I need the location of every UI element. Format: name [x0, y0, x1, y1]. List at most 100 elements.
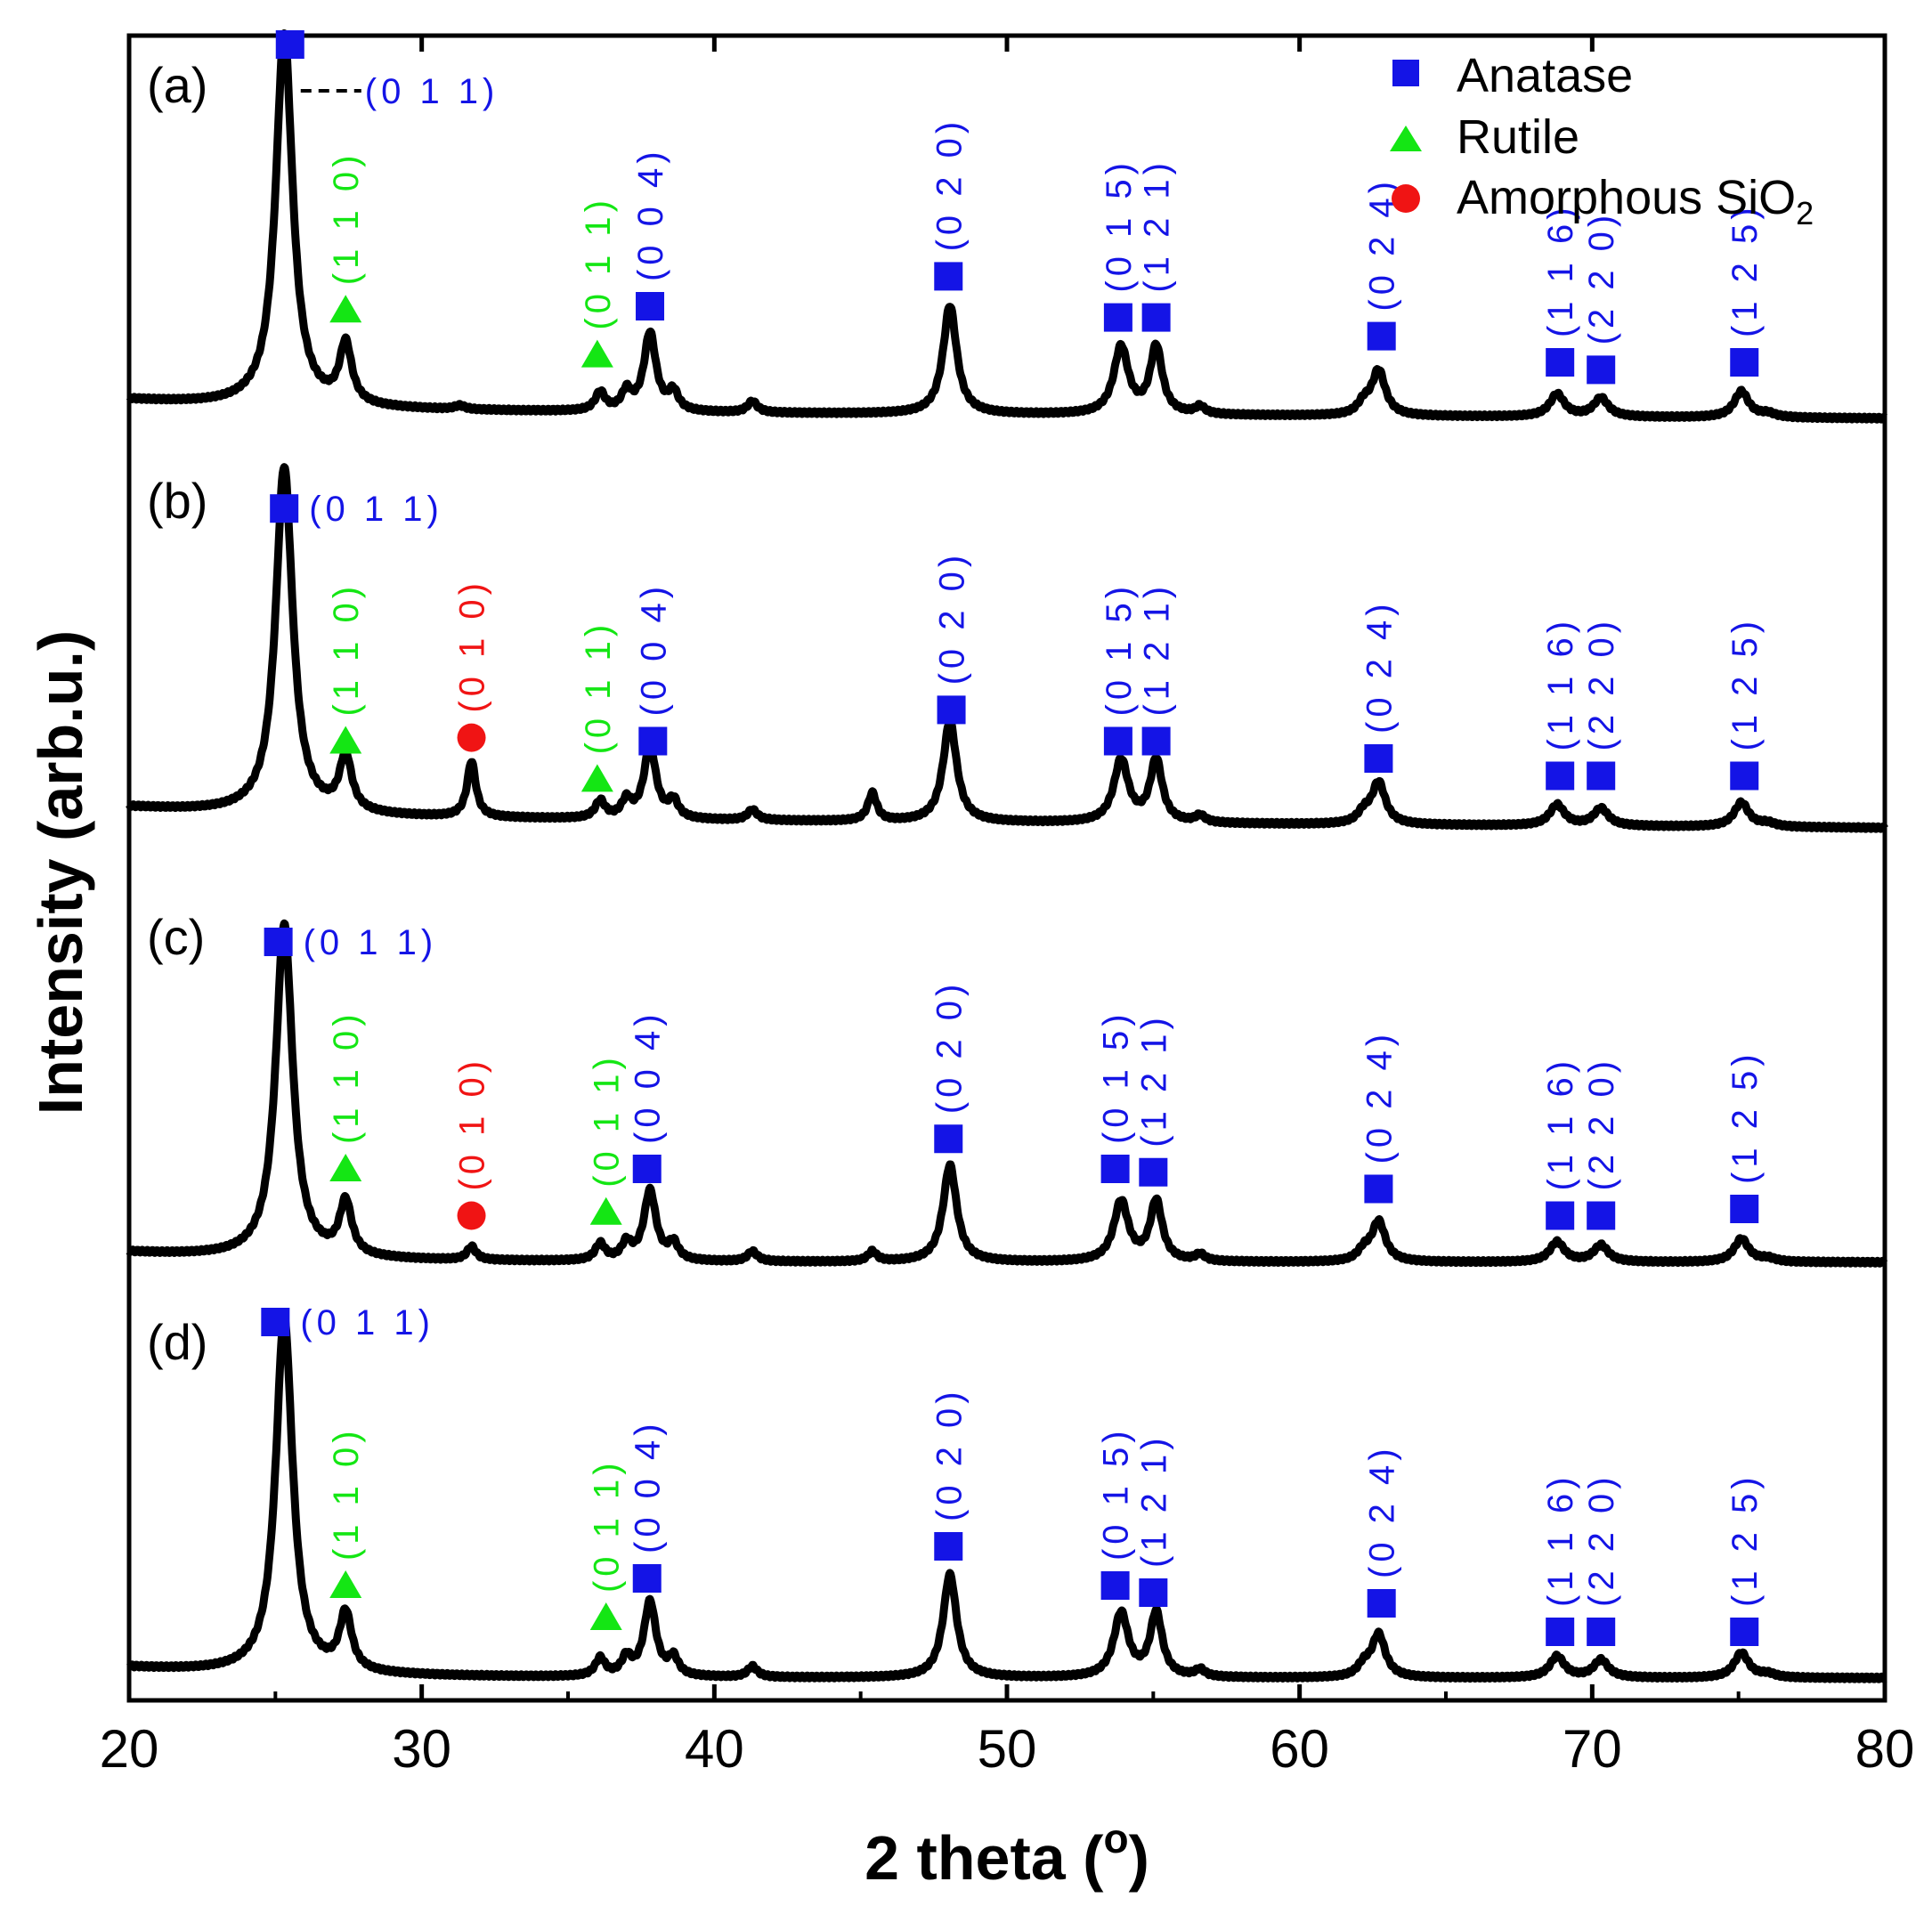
panel-b-peak-8-label: (0 2 4) — [1360, 599, 1399, 734]
panel-a-peak-10-anatase-square-icon — [1730, 348, 1759, 377]
panel-b-peak-3-label: (0 1 1) — [579, 620, 618, 755]
panel-d-peak-7-label: (0 2 4) — [1363, 1444, 1402, 1578]
x-tick-label-40: 40 — [685, 1719, 744, 1779]
panel-b-peak-7-anatase-square-icon — [1141, 726, 1171, 756]
panel-a-peak-1-label: (1 1 0) — [327, 151, 366, 286]
panel-c-peak-9-label: (1 1 6) — [1541, 1057, 1580, 1191]
panel-a-peak-0-label: (0 1 1) — [365, 72, 499, 111]
panel-a-peak-2-label: (0 1 1) — [579, 196, 618, 330]
panel-c-peak-0-anatase-square-icon — [264, 928, 293, 956]
panel-label-b: (b) — [147, 473, 207, 529]
panel-c-peak-3-rutile-triangle-icon — [589, 1196, 622, 1225]
xrd-pattern-a — [126, 29, 1888, 424]
panel-a-peak-2-rutile-triangle-icon — [580, 339, 613, 368]
panel-a-peak-1-rutile-triangle-icon — [329, 295, 362, 323]
panel-b-peak-1-rutile-triangle-icon — [329, 726, 362, 754]
panel-a-peak-0-anatase-square-icon — [275, 30, 304, 59]
panel-d-peak-9-label: (2 2 0) — [1582, 1472, 1621, 1607]
panel-c-peak-8-label: (0 2 4) — [1360, 1030, 1399, 1164]
panel-c-peak-11-anatase-square-icon — [1730, 1195, 1759, 1223]
panel-a-peak-6-anatase-square-icon — [1141, 303, 1171, 332]
panel-b-peak-6-label: (0 1 5) — [1100, 582, 1139, 717]
panel-b-peak-0-anatase-square-icon — [270, 494, 299, 523]
panel-a-peak-9-anatase-square-icon — [1587, 355, 1616, 385]
x-axis-title-main: 2 theta ( — [865, 1823, 1104, 1893]
panel-d-peak-9-anatase-square-icon — [1587, 1618, 1616, 1646]
panel-b-peak-4-label: (0 0 4) — [634, 582, 673, 717]
panel-d-peak-4-label: (0 2 0) — [929, 1387, 969, 1521]
y-axis-title: Intensity (arb.u.) — [26, 630, 95, 1115]
panel-a-peak-9-label: (2 2 0) — [1582, 211, 1621, 345]
panel-c-peak-4-label: (0 0 4) — [629, 1010, 668, 1144]
panel-d-peak-2-label: (0 1 1) — [588, 1458, 627, 1593]
panel-c-peak-8-anatase-square-icon — [1364, 1174, 1393, 1204]
panel-d-peak-0-anatase-square-icon — [261, 1308, 290, 1336]
x-axis: 20 30 40 50 60 70 80 — [100, 36, 1914, 1779]
panel-d-peak-1-rutile-triangle-icon — [329, 1570, 362, 1598]
panel-b-peak-2-label: (0 1 0) — [453, 579, 492, 713]
legend: Anatase Rutile Amorphous SiO2 — [1390, 49, 1814, 231]
panel-c-peak-1-label: (1 1 0) — [327, 1010, 366, 1144]
xrd-pattern-c — [126, 919, 1888, 1268]
panel-d-peak-8-label: (1 1 6) — [1541, 1472, 1580, 1607]
panel-b-peak-6-anatase-square-icon — [1103, 726, 1132, 756]
panel-a-peak-4-anatase-square-icon — [934, 262, 963, 291]
legend-sio2-label: Amorphous SiO2 — [1457, 171, 1814, 231]
x-tick-label-30: 30 — [392, 1719, 451, 1779]
panel-a-peak-7-anatase-square-icon — [1367, 321, 1396, 351]
panel-c-peak-4-anatase-square-icon — [632, 1155, 662, 1183]
panel-d-peak-6-label: (1 2 1) — [1134, 1433, 1173, 1568]
x-tick-label-20: 20 — [100, 1719, 159, 1779]
panel-d-peak-10-anatase-square-icon — [1730, 1618, 1759, 1646]
panel-a-peak-8-anatase-square-icon — [1546, 348, 1575, 377]
panel-d-peak-3-label: (0 0 4) — [629, 1419, 668, 1553]
plot-frame — [126, 33, 1887, 1703]
panel-c-peak-7-label: (1 2 1) — [1134, 1013, 1173, 1148]
panel-b-peak-2-sio2-circle-icon — [457, 723, 486, 752]
panel-b-peak-9-anatase-square-icon — [1546, 761, 1575, 791]
panel-c-peak-1-rutile-triangle-icon — [329, 1154, 362, 1181]
panel-d-peak-7-anatase-square-icon — [1367, 1589, 1396, 1618]
panel-c-peak-7-anatase-square-icon — [1139, 1157, 1168, 1187]
x-tick-label-70: 70 — [1563, 1719, 1622, 1779]
panel-b-peak-4-anatase-square-icon — [638, 726, 668, 756]
panel-b-peak-5-anatase-square-icon — [937, 695, 966, 725]
panel-c-peak-2-label: (0 1 0) — [453, 1057, 492, 1191]
legend-sio2-circle-icon — [1392, 184, 1420, 213]
panel-c-peak-2-sio2-circle-icon — [457, 1201, 486, 1230]
legend-rutile-triangle-icon — [1390, 126, 1422, 151]
panel-c-peak-11-label: (1 2 5) — [1725, 1050, 1765, 1184]
panel-a-peak-10-label: (1 2 5) — [1725, 203, 1765, 337]
legend-sio2-subscript: 2 — [1796, 195, 1814, 231]
panel-d-peak-8-anatase-square-icon — [1546, 1618, 1575, 1646]
panel-a-peak-3-anatase-square-icon — [636, 292, 665, 320]
legend-sio2-main: Amorphous SiO — [1457, 171, 1796, 224]
panel-b-peak-11-anatase-square-icon — [1730, 761, 1759, 791]
panel-b-peak-10-label: (2 2 0) — [1582, 617, 1621, 751]
panel-d-peak-10-label: (1 2 5) — [1725, 1472, 1765, 1607]
panel-b-peak-0-label: (0 1 1) — [309, 490, 443, 529]
panel-a-peak-6-label: (1 2 1) — [1138, 158, 1177, 293]
panel-a-peak-5-label: (0 1 5) — [1100, 158, 1139, 293]
x-tick-label-60: 60 — [1270, 1719, 1329, 1779]
xrd-pattern-b — [126, 463, 1888, 833]
panel-label-a: (a) — [147, 57, 207, 113]
panel-c-peak-6-label: (0 1 5) — [1097, 1010, 1136, 1144]
x-axis-title: 2 theta (o) — [865, 1815, 1149, 1893]
panel-b-peak-8-anatase-square-icon — [1364, 744, 1393, 773]
panel-c-peak-6-anatase-square-icon — [1100, 1155, 1130, 1183]
legend-rutile-label: Rutile — [1457, 110, 1579, 164]
panel-c-peak-10-label: (2 2 0) — [1582, 1057, 1621, 1191]
xrd-pattern-d — [126, 1311, 1888, 1683]
panel-a-peak-8-label: (1 1 6) — [1541, 203, 1580, 337]
panel-d-peak-5-anatase-square-icon — [1100, 1571, 1130, 1600]
panel-c-peak-5-anatase-square-icon — [934, 1124, 963, 1154]
legend-anatase-label: Anatase — [1457, 49, 1633, 102]
panel-d-peak-1-label: (1 1 0) — [327, 1426, 366, 1561]
panel-b-peak-7-label: (1 2 1) — [1138, 582, 1177, 717]
panel-b-peak-3-rutile-triangle-icon — [580, 764, 613, 792]
panel-d-peak-4-anatase-square-icon — [934, 1532, 963, 1561]
legend-anatase-square-icon — [1392, 60, 1419, 86]
series-layer — [126, 29, 1888, 1683]
